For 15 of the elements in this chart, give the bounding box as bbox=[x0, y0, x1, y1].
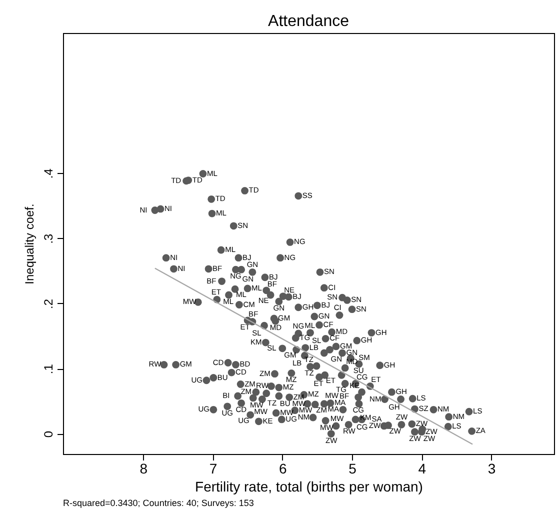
y-axis-title: Inequality coef. bbox=[22, 204, 36, 284]
chart-title: Attendance bbox=[268, 13, 350, 30]
y-tick-label: .1 bbox=[42, 364, 56, 374]
x-axis-title: Fertility rate, total (births per woman) bbox=[195, 478, 423, 494]
text: R-squared=0.3430; Countries: 40; Surveys: 153 bbox=[63, 498, 254, 508]
y-tick-label: .2 bbox=[42, 298, 56, 309]
x-tick-label: 3 bbox=[488, 460, 496, 476]
x-tick-label: 7 bbox=[209, 460, 218, 476]
y-tick-label: .3 bbox=[42, 233, 56, 244]
x-tick-label: 6 bbox=[278, 460, 287, 476]
y-tick-label: .4 bbox=[42, 168, 56, 179]
x-tick-label: 5 bbox=[348, 460, 357, 476]
x-tick-label: 4 bbox=[418, 460, 426, 476]
x-tick-label: 8 bbox=[140, 460, 148, 476]
y-tick-label: 0 bbox=[42, 430, 56, 438]
